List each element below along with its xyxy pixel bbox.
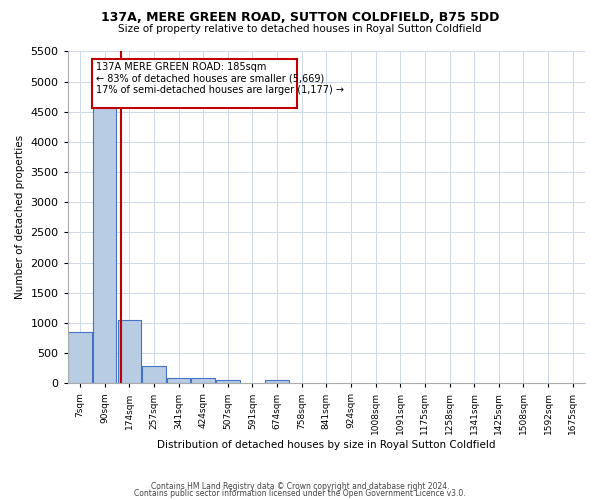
Text: Contains HM Land Registry data © Crown copyright and database right 2024.: Contains HM Land Registry data © Crown c… — [151, 482, 449, 491]
Text: 137A, MERE GREEN ROAD, SUTTON COLDFIELD, B75 5DD: 137A, MERE GREEN ROAD, SUTTON COLDFIELD,… — [101, 11, 499, 24]
Bar — [191, 378, 215, 384]
Text: 137A MERE GREEN ROAD: 185sqm
← 83% of detached houses are smaller (5,669)
17% of: 137A MERE GREEN ROAD: 185sqm ← 83% of de… — [96, 62, 344, 95]
X-axis label: Distribution of detached houses by size in Royal Sutton Coldfield: Distribution of detached houses by size … — [157, 440, 496, 450]
Bar — [68, 332, 92, 384]
FancyBboxPatch shape — [92, 58, 297, 108]
Text: Contains public sector information licensed under the Open Government Licence v3: Contains public sector information licen… — [134, 490, 466, 498]
Text: Size of property relative to detached houses in Royal Sutton Coldfield: Size of property relative to detached ho… — [118, 24, 482, 34]
Y-axis label: Number of detached properties: Number of detached properties — [15, 136, 25, 300]
Bar — [265, 380, 289, 384]
Bar — [167, 378, 190, 384]
Bar — [93, 106, 116, 384]
Bar — [216, 380, 239, 384]
Bar — [142, 366, 166, 384]
Bar — [118, 320, 141, 384]
